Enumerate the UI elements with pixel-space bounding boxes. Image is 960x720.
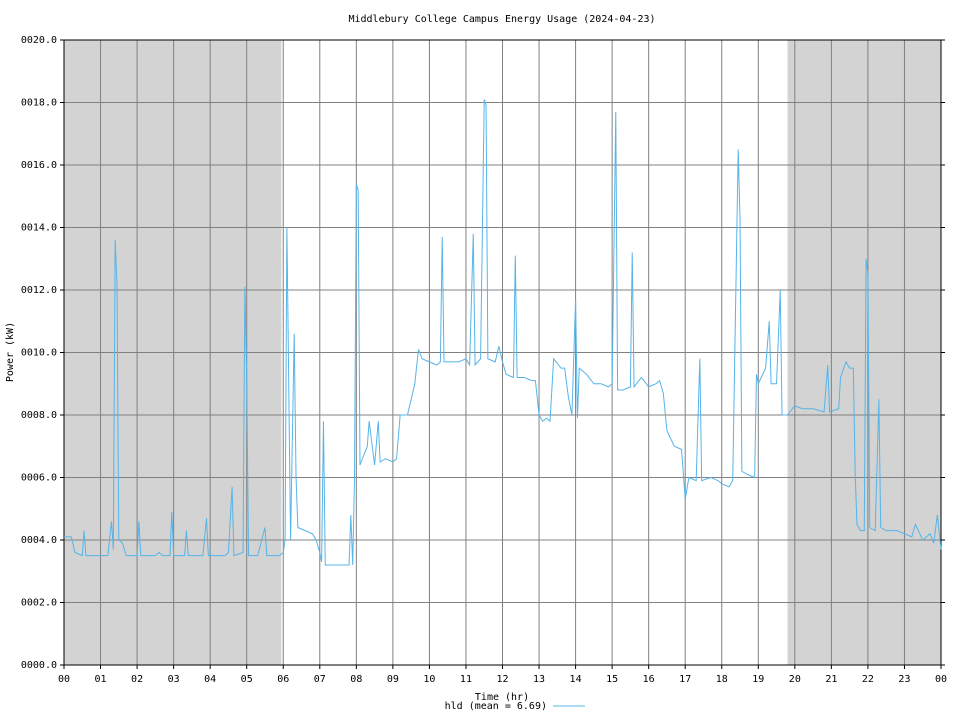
y-tick-label: 0000.0: [21, 660, 57, 671]
x-tick-label: 00: [58, 674, 70, 685]
x-tick-label: 05: [241, 674, 253, 685]
x-tick-label: 02: [131, 674, 143, 685]
x-tick-label: 13: [533, 674, 545, 685]
x-tick-label: 00: [935, 674, 947, 685]
x-tick-label: 06: [277, 674, 289, 685]
x-axis-label: Time (hr): [475, 692, 529, 703]
y-tick-label: 0004.0: [21, 535, 57, 546]
chart-title: Middlebury College Campus Energy Usage (…: [348, 14, 655, 25]
x-tick-label: 04: [204, 674, 216, 685]
x-tick-label: 09: [387, 674, 399, 685]
y-tick-label: 0014.0: [21, 223, 57, 234]
y-tick-label: 0002.0: [21, 598, 57, 609]
y-tick-label: 0010.0: [21, 348, 57, 359]
x-tick-label: 01: [95, 674, 107, 685]
y-tick-label: 0020.0: [21, 35, 57, 46]
y-tick-label: 0018.0: [21, 98, 57, 109]
x-tick-label: 17: [679, 674, 691, 685]
x-tick-label: 16: [643, 674, 655, 685]
x-tick-label: 08: [350, 674, 362, 685]
x-tick-label: 03: [168, 674, 180, 685]
x-tick-label: 19: [752, 674, 764, 685]
x-tick-label: 14: [570, 674, 582, 685]
y-tick-label: 0016.0: [21, 160, 57, 171]
x-tick-label: 12: [496, 674, 508, 685]
x-tick-label: 10: [423, 674, 435, 685]
y-tick-label: 0006.0: [21, 473, 57, 484]
x-tick-label: 22: [862, 674, 874, 685]
legend-label: hld (mean = 6.69): [445, 701, 547, 712]
y-tick-label: 0008.0: [21, 410, 57, 421]
data-line: [64, 99, 942, 566]
x-tick-label: 11: [460, 674, 472, 685]
x-tick-label: 20: [789, 674, 801, 685]
x-tick-label: 21: [825, 674, 837, 685]
x-tick-label: 15: [606, 674, 618, 685]
x-tick-label: 18: [716, 674, 728, 685]
plot-frame: [63, 39, 942, 666]
y-tick-label: 0012.0: [21, 285, 57, 296]
y-axis-label: Power (kW): [5, 322, 16, 382]
x-tick-label: 23: [898, 674, 910, 685]
x-tick-label: 07: [314, 674, 326, 685]
